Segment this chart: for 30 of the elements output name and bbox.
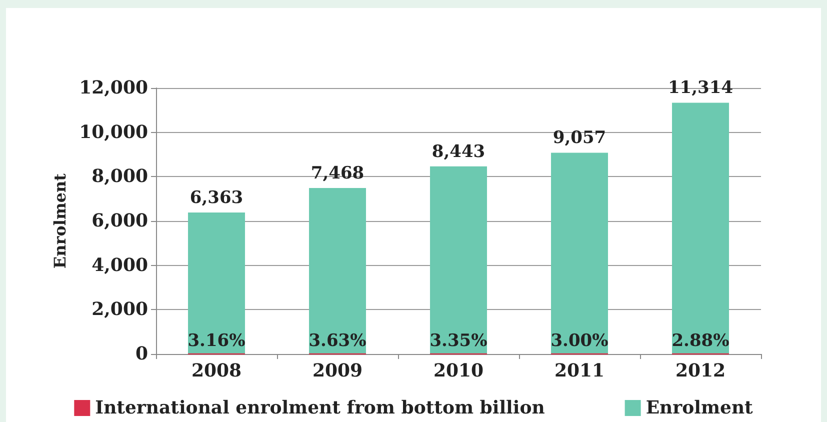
y-tick-label: 4,000: [92, 254, 148, 276]
data-label: 3.00%: [550, 330, 608, 351]
data-label: 8,443: [432, 142, 486, 162]
bar: [309, 188, 366, 354]
data-label: 3.16%: [188, 330, 246, 351]
y-tick-label: 12,000: [79, 78, 148, 98]
x-tick-label: 2008: [191, 360, 242, 382]
x-tick-label: 2012: [675, 360, 726, 382]
data-label: 9,057: [552, 128, 606, 148]
data-label: 3.35%: [430, 330, 488, 351]
bar: [551, 152, 608, 354]
y-tick-label: 0: [135, 344, 148, 364]
y-axis-title: Enrolment: [50, 172, 70, 269]
data-label: 6,363: [190, 188, 244, 208]
data-label: 3.63%: [308, 330, 366, 351]
y-tick-label: 2,000: [92, 299, 148, 320]
bar: [430, 166, 487, 354]
bar: [672, 102, 729, 354]
data-label: 2.88%: [672, 330, 730, 351]
x-tick-label: 2009: [312, 360, 363, 382]
data-label: 11,314: [668, 78, 734, 98]
data-label: 7,468: [310, 163, 364, 184]
y-tick-label: 8,000: [92, 166, 148, 188]
bar: [188, 212, 245, 354]
x-tick-label: 2011: [554, 360, 605, 382]
y-tick-label: 10,000: [79, 122, 148, 143]
x-tick-label: 2010: [433, 360, 484, 382]
legend-label: International enrolment from bottom billion: [95, 398, 545, 418]
legend-label: Enrolment: [646, 398, 754, 418]
y-tick-label: 6,000: [92, 210, 148, 232]
